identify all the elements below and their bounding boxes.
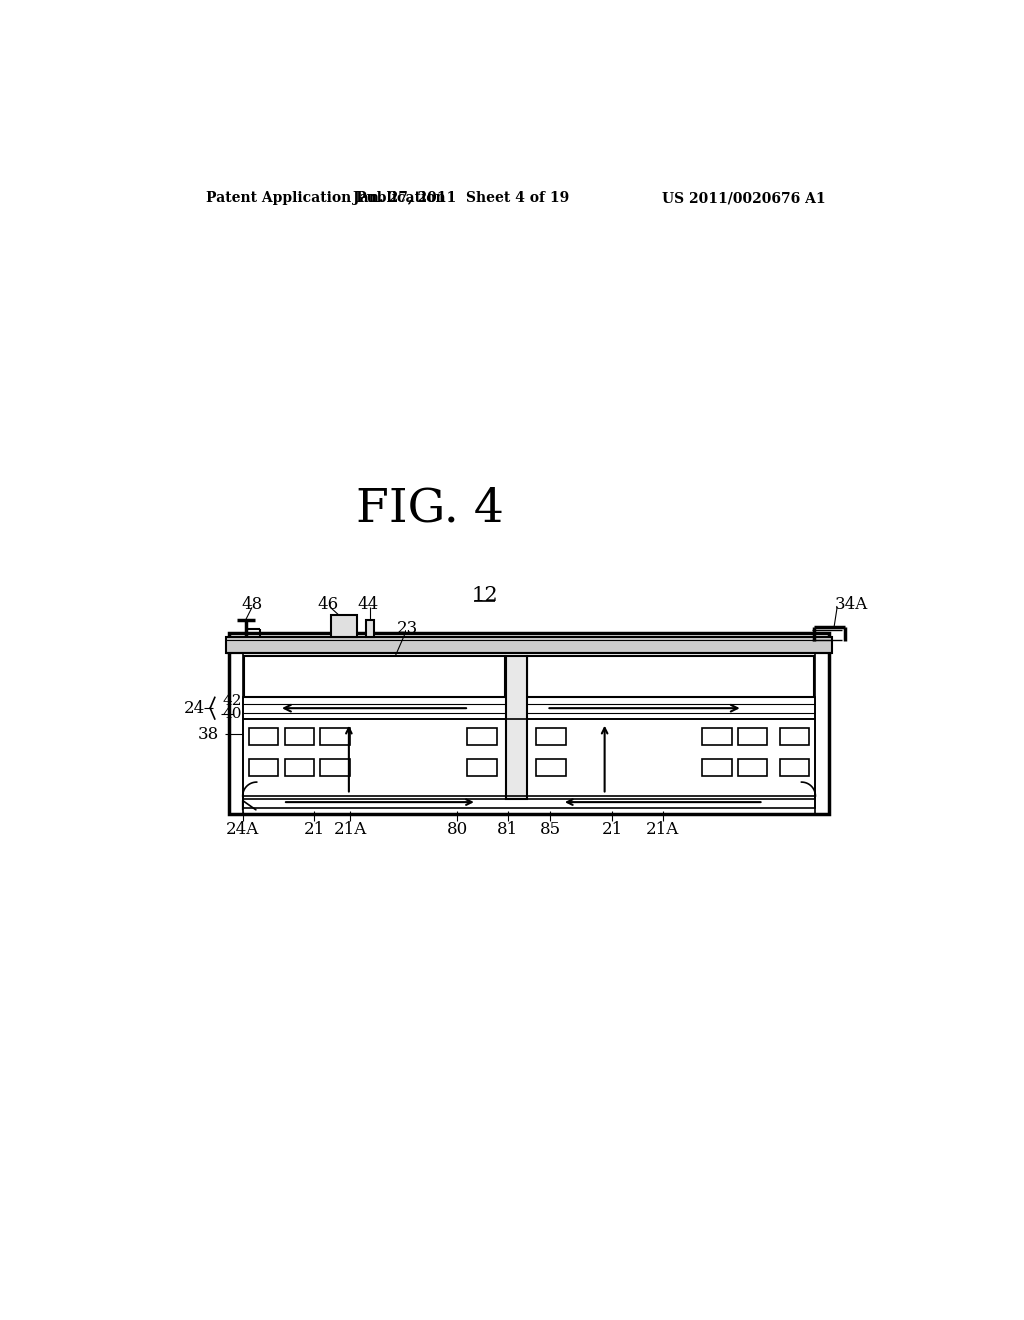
Text: 42: 42 [222, 694, 242, 709]
Text: 21: 21 [602, 821, 623, 838]
Bar [537, 759, 566, 776]
Text: 38: 38 [199, 726, 219, 743]
Bar [228, 653, 243, 814]
Text: 24: 24 [184, 700, 205, 717]
Text: 44: 44 [357, 595, 379, 612]
Bar [226, 636, 831, 653]
Text: 34A: 34A [835, 595, 867, 612]
Text: 80: 80 [446, 821, 468, 838]
Text: US 2011/0020676 A1: US 2011/0020676 A1 [662, 191, 825, 206]
Bar [285, 759, 314, 776]
Text: 48: 48 [242, 595, 262, 612]
Bar [702, 759, 732, 776]
Text: 40: 40 [222, 708, 242, 721]
Bar [331, 615, 356, 636]
Bar [245, 656, 506, 697]
Bar [285, 729, 314, 744]
Text: 21A: 21A [646, 821, 679, 838]
Text: Jan. 27, 2011  Sheet 4 of 19: Jan. 27, 2011 Sheet 4 of 19 [353, 191, 569, 206]
Bar [738, 759, 767, 776]
Text: 46: 46 [317, 595, 339, 612]
Text: Patent Application Publication: Patent Application Publication [206, 191, 445, 206]
Bar [321, 729, 349, 744]
Bar [537, 729, 566, 744]
Bar [738, 729, 767, 744]
Text: FIG. 4: FIG. 4 [356, 486, 504, 532]
Text: 23: 23 [396, 620, 418, 638]
Bar [467, 729, 497, 744]
Bar [249, 729, 279, 744]
Bar [467, 759, 497, 776]
Bar [243, 719, 815, 799]
Bar [779, 729, 809, 744]
Bar [815, 653, 829, 814]
Bar [243, 796, 815, 808]
Bar [702, 729, 732, 744]
Bar [249, 759, 279, 776]
Text: 81: 81 [497, 821, 518, 838]
Bar [321, 759, 349, 776]
Text: 24A: 24A [226, 821, 259, 838]
Text: 21A: 21A [334, 821, 367, 838]
Text: 12: 12 [471, 586, 498, 606]
Bar [506, 656, 527, 799]
Text: 85: 85 [540, 821, 561, 838]
Bar [366, 619, 375, 636]
Bar [228, 634, 829, 814]
Bar [527, 656, 814, 697]
Bar [779, 759, 809, 776]
Text: 21: 21 [303, 821, 325, 838]
Bar [243, 697, 815, 719]
